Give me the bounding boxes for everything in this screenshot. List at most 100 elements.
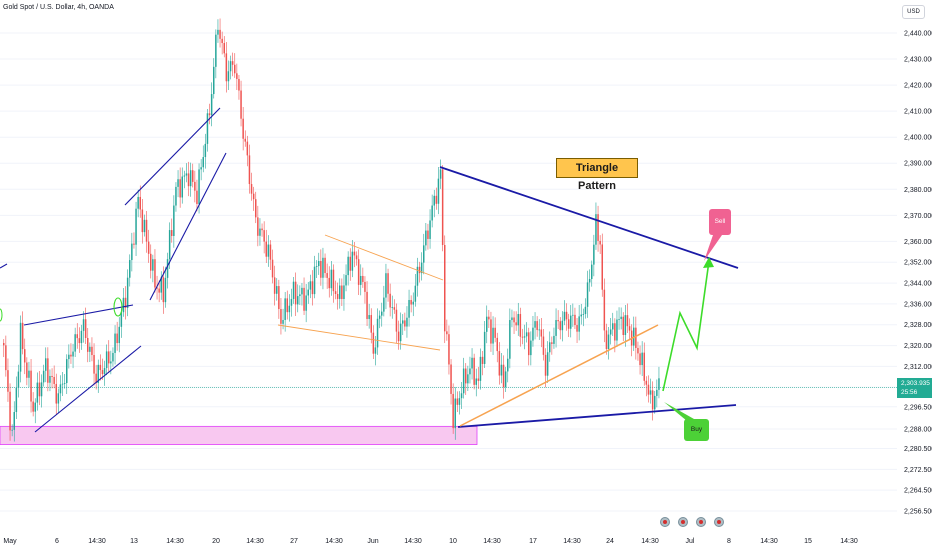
candle <box>318 252 320 275</box>
breakout-circle[interactable] <box>113 297 123 317</box>
candle <box>538 319 540 340</box>
candle <box>82 311 85 343</box>
candle <box>219 18 221 48</box>
candle <box>271 249 274 284</box>
buy-callout[interactable]: Buy <box>684 419 709 441</box>
price-axis[interactable]: 2,440.000 2,430.000 2,420.000 2,410.000 2,40… <box>897 0 932 550</box>
candle <box>498 342 501 385</box>
channel-upper-line[interactable] <box>124 107 221 206</box>
candle <box>91 337 93 362</box>
time-axis[interactable]: May 6 14:30 13 14:30 20 14:30 27 14:30 Jun 14:30 10… <box>3 538 857 545</box>
candle <box>433 189 435 218</box>
candle <box>200 159 202 181</box>
us-flag-event-icon[interactable] <box>714 517 724 527</box>
candle <box>570 304 572 338</box>
candle <box>278 279 280 319</box>
candle <box>210 82 213 127</box>
candle <box>267 235 270 267</box>
triangle-upper-trendline[interactable] <box>439 166 739 269</box>
candle <box>137 189 139 218</box>
us-flag-event-icon[interactable] <box>678 517 688 527</box>
time-tick-label: May <box>3 538 17 545</box>
candle <box>563 300 566 326</box>
price-tick-label: 2,344.000 <box>904 281 932 288</box>
us-flag-event-icon[interactable] <box>696 517 706 527</box>
candle <box>30 358 32 413</box>
time-tick-label: 24 <box>606 538 614 545</box>
triangle-lower-trendline[interactable] <box>457 404 737 428</box>
candle <box>425 222 427 251</box>
currency-button[interactable]: USD <box>902 5 925 19</box>
candle <box>591 260 593 287</box>
bar-countdown: 25:56 <box>901 389 918 396</box>
candle <box>578 305 580 341</box>
us-flag-event-icon[interactable] <box>660 517 670 527</box>
candle <box>427 223 429 250</box>
candle <box>576 317 578 343</box>
candle <box>238 74 240 100</box>
flag-upper-line[interactable] <box>324 234 444 281</box>
price-tick-label: 2,288.000 <box>904 426 932 433</box>
candle <box>492 316 494 356</box>
candle <box>504 366 507 392</box>
candle <box>641 341 643 377</box>
support-zone[interactable] <box>0 425 478 445</box>
candle <box>588 269 591 292</box>
candle <box>452 383 454 434</box>
channel-lower-line[interactable] <box>149 152 227 301</box>
candle <box>639 345 641 375</box>
rising-wedge-upper-line[interactable] <box>23 304 134 326</box>
candle <box>414 273 417 307</box>
rising-wedge-lower-line[interactable] <box>34 345 142 433</box>
symbol-title[interactable]: Gold Spot / U.S. Dollar, 4h, OANDA <box>3 4 114 11</box>
candle <box>351 239 354 278</box>
sell-callout[interactable]: Sell <box>709 209 731 235</box>
candle <box>349 248 351 281</box>
candle <box>334 280 337 300</box>
candle <box>502 355 505 399</box>
candle <box>139 185 141 218</box>
time-tick-label: 27 <box>290 538 298 545</box>
candle <box>189 162 192 197</box>
candle <box>311 270 314 306</box>
candle <box>496 332 498 363</box>
flag-lower-line[interactable] <box>277 324 441 351</box>
candle <box>525 322 528 343</box>
candle <box>42 364 45 387</box>
candle <box>156 275 158 300</box>
candle-series <box>3 18 660 442</box>
candle <box>225 42 228 93</box>
candle <box>469 356 471 384</box>
rising-support-line[interactable] <box>459 324 659 427</box>
time-tick-label: 20 <box>212 538 220 545</box>
candle <box>145 211 148 253</box>
candle <box>118 317 120 353</box>
candle <box>248 144 251 194</box>
candle <box>609 317 612 345</box>
triangle-pattern-label[interactable]: Triangle Pattern <box>556 158 638 192</box>
left-edge-circle[interactable] <box>0 308 3 322</box>
candle <box>273 265 276 306</box>
candle <box>622 312 624 342</box>
candle <box>567 313 570 338</box>
candle <box>383 285 385 317</box>
candle <box>628 318 631 341</box>
price-tick-label: 2,296.500 <box>904 404 932 411</box>
candle <box>265 229 267 263</box>
candle <box>196 179 198 212</box>
drawings-layer[interactable] <box>0 107 739 433</box>
candle <box>515 311 517 331</box>
time-tick-label: 6 <box>55 538 59 545</box>
candle <box>305 283 307 323</box>
candle <box>444 235 446 344</box>
candle <box>215 29 217 79</box>
left-edge-line[interactable] <box>0 263 8 269</box>
candle <box>368 303 370 329</box>
time-tick-label: 13 <box>130 538 138 545</box>
projected-path-arrow[interactable] <box>662 260 710 392</box>
candle <box>173 195 175 248</box>
candle <box>446 319 448 341</box>
candle <box>297 284 299 313</box>
candle <box>80 324 83 350</box>
